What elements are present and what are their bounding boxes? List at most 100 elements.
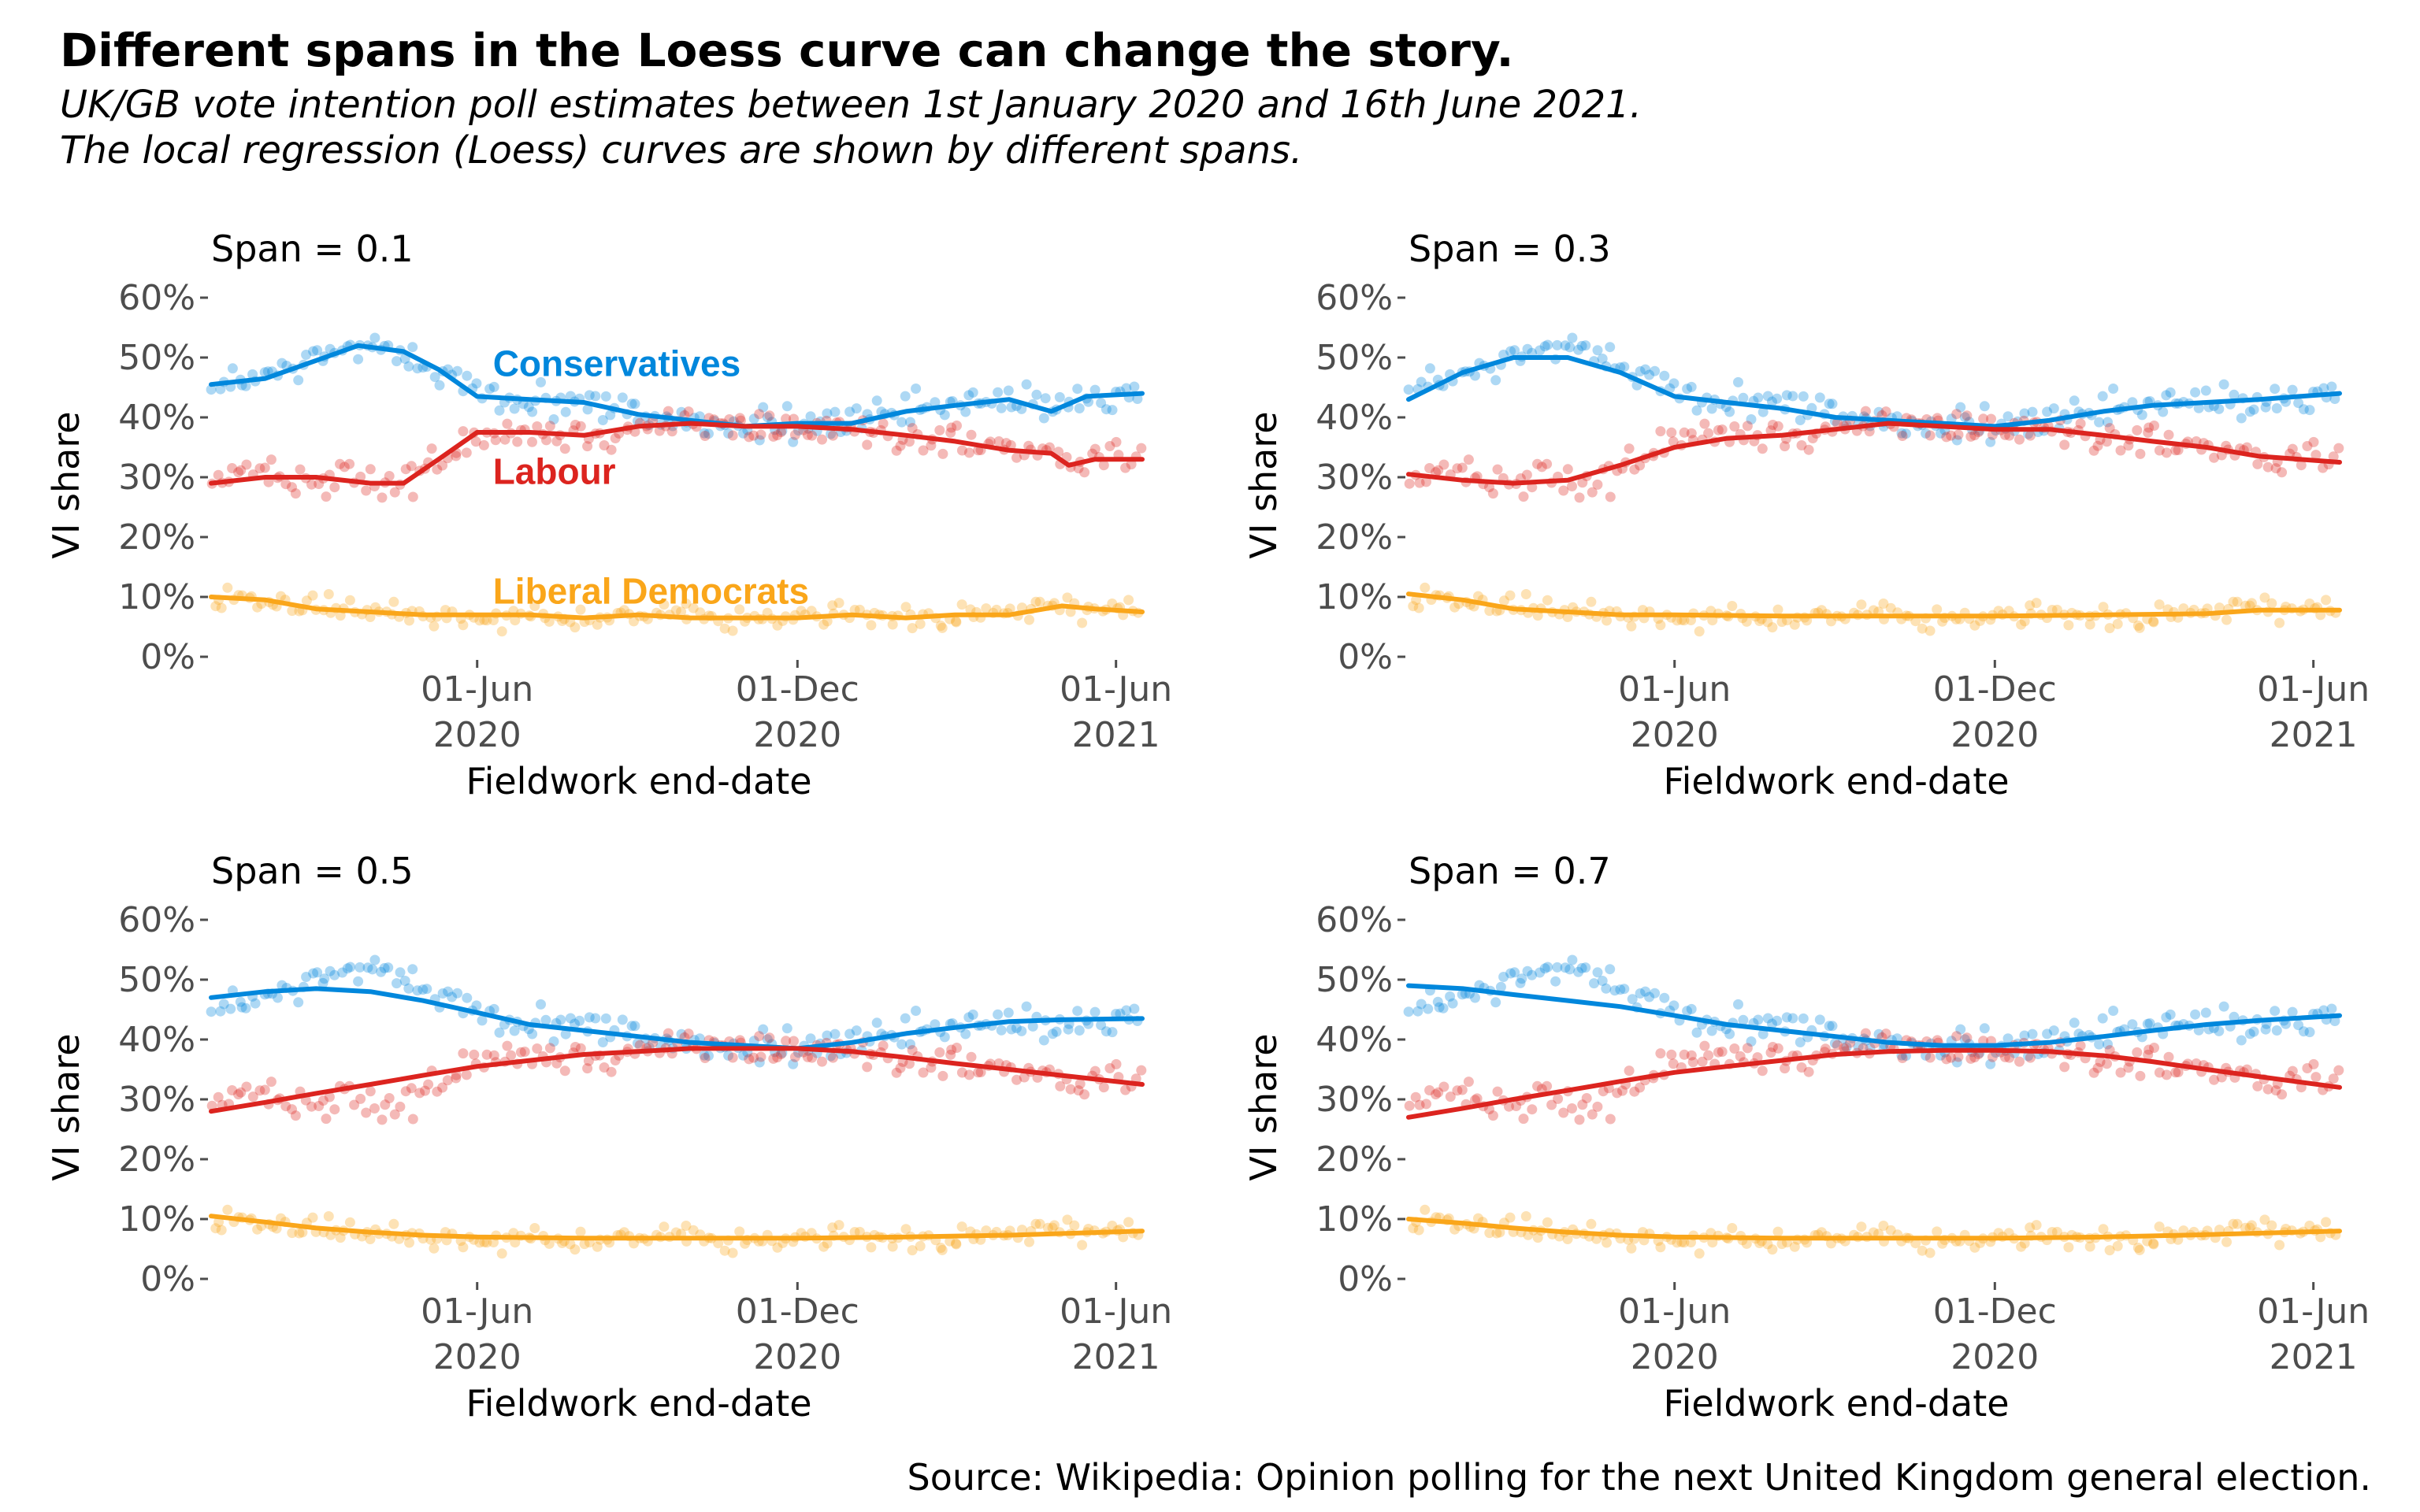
poll-point <box>2154 445 2165 456</box>
poll-point <box>727 1052 738 1063</box>
poll-point <box>2084 1241 2095 1252</box>
poll-point <box>1038 1035 1049 1046</box>
poll-point <box>1586 596 1597 607</box>
poll-point <box>2112 1240 2123 1251</box>
poll-point <box>1798 1013 1809 1024</box>
poll-point <box>688 602 699 613</box>
poll-point <box>590 1013 601 1024</box>
poll-point <box>606 1066 617 1077</box>
poll-point <box>227 1085 238 1095</box>
poll-point <box>529 1223 540 1233</box>
poll-point <box>2200 1007 2211 1018</box>
poll-point <box>755 429 766 440</box>
poll-point <box>1404 478 1415 489</box>
poll-point <box>1074 403 1085 413</box>
x-tick-label: 01-Jun <box>1618 1292 1731 1332</box>
poll-point <box>478 439 489 450</box>
poll-point <box>1679 1049 1690 1060</box>
poll-point <box>1075 1078 1086 1089</box>
poll-point <box>818 1241 830 1252</box>
poll-point <box>2104 1245 2115 1256</box>
poll-point <box>2103 417 2113 428</box>
poll-point <box>1699 1040 1710 1051</box>
x-tick-label: 2020 <box>433 1337 521 1377</box>
poll-point <box>1724 406 1735 417</box>
poll-point <box>807 430 818 441</box>
poll-point <box>1573 966 1584 977</box>
poll-point <box>2136 1032 2147 1043</box>
poll-point <box>1580 962 1591 973</box>
poll-point <box>1936 428 1946 439</box>
poll-point <box>2051 1226 2062 1237</box>
poll-point <box>700 1053 711 1063</box>
poll-point <box>2025 600 2036 611</box>
poll-point <box>1655 620 1666 631</box>
poll-point <box>2102 1058 2112 1069</box>
poll-point <box>1546 1099 1557 1110</box>
poll-point <box>484 384 496 395</box>
panel-title: Span = 0.3 <box>1409 228 1611 270</box>
poll-point <box>432 1086 443 1097</box>
poll-point <box>772 1052 783 1063</box>
poll-point <box>2266 1220 2277 1231</box>
poll-point <box>308 968 319 979</box>
poll-point <box>335 458 345 469</box>
poll-point <box>365 1234 376 1244</box>
poll-point <box>1567 332 1578 343</box>
poll-point <box>945 1049 956 1060</box>
poll-point <box>2031 598 2042 609</box>
poll-point <box>1597 354 1608 364</box>
poll-point <box>1040 393 1051 404</box>
poll-point <box>1703 1050 1714 1061</box>
poll-point <box>2311 1072 2322 1083</box>
poll-point <box>273 992 283 1003</box>
poll-point <box>1111 436 1122 447</box>
poll-point <box>2281 1018 2292 1029</box>
poll-point <box>2097 1013 2108 1024</box>
poll-point <box>1532 610 1543 621</box>
y-axis-title: VI share <box>1242 1033 1285 1180</box>
y-tick-label: 10% <box>1316 577 1393 617</box>
poll-point <box>1772 1226 1783 1237</box>
poll-point <box>2326 381 2337 392</box>
poll-point <box>862 1062 873 1073</box>
poll-point <box>369 954 380 965</box>
poll-point <box>2143 1044 2155 1055</box>
poll-point <box>1787 391 1798 402</box>
poll-point <box>1946 1052 1957 1063</box>
poll-point <box>1619 361 1630 372</box>
poll-point <box>2019 1030 2030 1041</box>
poll-point <box>802 1051 813 1062</box>
poll-point <box>240 1002 251 1014</box>
poll-point <box>1522 965 1533 976</box>
poll-point <box>907 423 918 434</box>
poll-point <box>216 602 227 613</box>
poll-point <box>1408 601 1419 612</box>
poll-point <box>1123 1217 1134 1228</box>
y-axis-title: VI share <box>45 411 87 558</box>
poll-point <box>1414 1099 1425 1110</box>
poll-point <box>1111 1009 1122 1019</box>
poll-point <box>2147 616 2158 627</box>
loess-line <box>1406 1217 2342 1241</box>
poll-point <box>565 1239 576 1250</box>
poll-point <box>973 1067 984 1078</box>
poll-point <box>776 1049 786 1060</box>
poll-point <box>1955 1024 1966 1035</box>
poll-point <box>1767 420 1778 430</box>
poll-point <box>240 380 251 391</box>
poll-point <box>1987 429 1998 440</box>
poll-point <box>1539 341 1550 352</box>
poll-point <box>2115 445 2126 456</box>
poll-point <box>1682 1006 1693 1017</box>
poll-point <box>2149 1043 2159 1053</box>
y-tick-label: 40% <box>1316 398 1393 438</box>
poll-point <box>461 1069 472 1080</box>
poll-point <box>548 414 559 424</box>
poll-point <box>866 1242 877 1253</box>
poll-point <box>2042 406 2053 417</box>
poll-point <box>900 391 911 402</box>
poll-point <box>1424 363 1435 374</box>
poll-point <box>407 342 418 353</box>
